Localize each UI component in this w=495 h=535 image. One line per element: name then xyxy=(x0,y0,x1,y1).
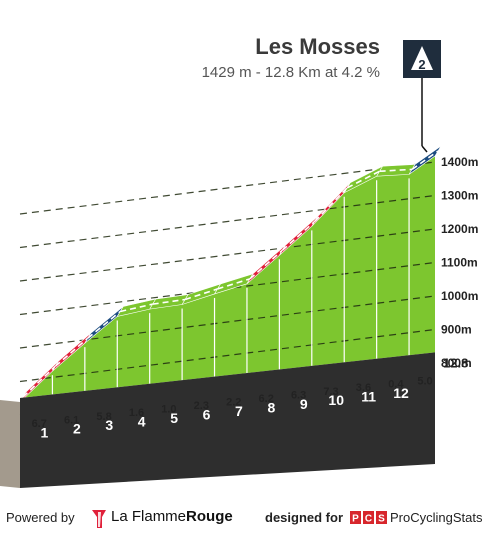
road-centre-line xyxy=(346,170,381,189)
profile-body xyxy=(20,156,435,402)
brand-plain: La Flamme xyxy=(111,508,187,525)
elevation-tick-label: 900m xyxy=(441,323,472,337)
gradient-label-2.3: 2.3 xyxy=(194,400,209,412)
km-marker-5: 5 xyxy=(170,410,178,426)
gridline-1400m xyxy=(19,161,436,215)
gradient-label-6.3: 6.3 xyxy=(291,389,306,401)
footer: Powered by La FlammeRouge designed for P… xyxy=(0,506,495,530)
gradient-label-3.6: 3.6 xyxy=(356,382,371,394)
powered-by-text: Powered by xyxy=(6,510,75,525)
km-marker-1: 1 xyxy=(41,424,49,440)
elevation-tick-label: 1200m xyxy=(441,222,478,236)
road-centre-line xyxy=(87,310,121,339)
km-marker-10: 10 xyxy=(328,392,344,408)
svg-text:C: C xyxy=(365,514,372,525)
km-marker-8: 8 xyxy=(267,399,275,415)
road-centre-line xyxy=(152,298,186,305)
category-number: 2 xyxy=(418,57,425,72)
road-centre-line xyxy=(54,337,89,367)
road-centre-line xyxy=(281,220,316,251)
climb-profile-chart: 1 2 3 4 5 6 7 8 9 10 11 126.7 6.1 5.8 1.6 1.0 2.3 2.2 6.2 6… xyxy=(0,40,478,488)
elevation-tick-label: 1400m xyxy=(441,155,478,169)
gridline-900m xyxy=(19,328,436,383)
total-distance-label: 12.8 xyxy=(443,355,468,370)
gradient-label-6.1: 6.1 xyxy=(64,414,79,426)
km-marker-6: 6 xyxy=(203,406,211,422)
gradient-label-7.3: 7.3 xyxy=(323,386,338,398)
gradient-label-1.6: 1.6 xyxy=(129,407,144,419)
road-centre-line xyxy=(379,168,413,173)
road-centre-line xyxy=(411,150,439,171)
road-centre-line xyxy=(249,249,283,280)
gradient-label-6.2: 6.2 xyxy=(259,393,274,405)
road-centre-line xyxy=(120,303,153,313)
la-flamme-rouge-logo-icon xyxy=(92,510,106,528)
road-centre-line xyxy=(22,365,56,398)
road-centre-line xyxy=(314,187,348,222)
km-marker-4: 4 xyxy=(138,414,146,430)
gradient-label-5.0: 5.0 xyxy=(417,375,432,387)
procyclingstats-name: ProCyclingStats xyxy=(390,510,483,525)
elevation-tick-label: 1000m xyxy=(441,289,478,303)
climb-title: Les Mosses xyxy=(255,34,380,59)
km-marker-11: 11 xyxy=(361,389,376,405)
gradient-label-0.4: 0.4 xyxy=(388,379,404,391)
km-marker-2: 2 xyxy=(73,421,81,437)
svg-text:S: S xyxy=(378,514,385,525)
gridline-1000m xyxy=(19,295,436,349)
road-centre-line xyxy=(184,288,218,301)
km-marker-9: 9 xyxy=(300,396,308,412)
road-centre-line xyxy=(217,278,251,290)
gradient-label-6.7: 6.7 xyxy=(32,418,47,430)
climb-summary: 1429 m - 12.8 Km at 4.2 % xyxy=(201,64,380,81)
summit-pointer-diagonal xyxy=(421,145,428,153)
gradient-label-2.2: 2.2 xyxy=(226,396,241,408)
km-marker-3: 3 xyxy=(105,417,113,433)
km-marker-7: 7 xyxy=(235,403,243,419)
pcs-logo-icon: P C S xyxy=(350,511,387,524)
svg-text:P: P xyxy=(352,514,359,525)
elevation-tick-label: 1300m xyxy=(441,189,478,203)
profile-base xyxy=(20,352,435,488)
gridline-1200m xyxy=(19,228,436,282)
gridline-1300m xyxy=(19,194,436,249)
brand-bold: Rouge xyxy=(186,508,233,525)
elevation-tick-label: 800m xyxy=(441,356,472,370)
gradient-label-1.0: 1.0 xyxy=(161,404,176,416)
la-flamme-rouge-brand: La FlammeRouge xyxy=(111,508,233,525)
profile-soil xyxy=(0,400,20,488)
designed-for-text: designed for xyxy=(265,510,344,525)
elevation-tick-label: 1100m xyxy=(441,256,478,270)
mountain-icon xyxy=(411,46,433,70)
gradient-label-5.8: 5.8 xyxy=(96,411,111,423)
km-marker-12: 12 xyxy=(393,385,409,401)
